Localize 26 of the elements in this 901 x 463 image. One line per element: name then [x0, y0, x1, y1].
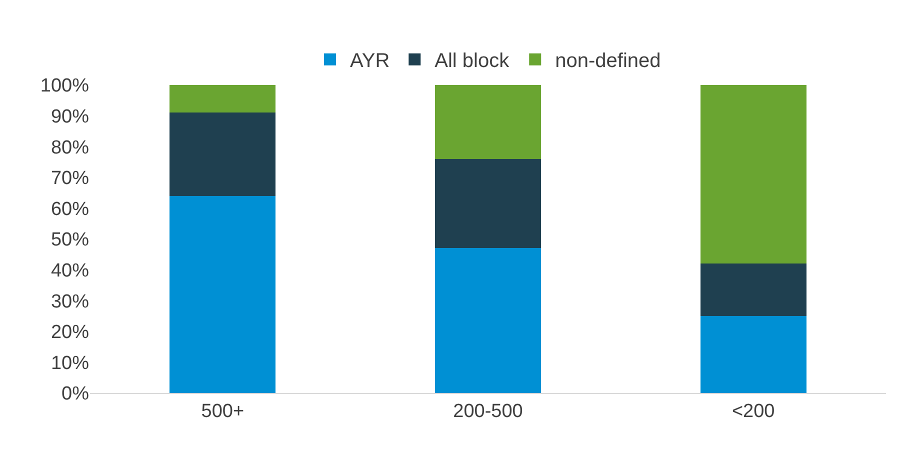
y-tick-label: 80%	[50, 137, 90, 158]
y-tick-label: 60%	[50, 198, 90, 220]
y-tick-label: 30%	[50, 291, 90, 312]
bar	[434, 158, 542, 248]
bar	[434, 85, 542, 159]
bar	[700, 85, 806, 264]
bar	[700, 264, 806, 316]
x-tick-label: 500+	[201, 400, 244, 422]
y-tick-label: 70%	[50, 168, 90, 190]
y-tick-label: 100%	[40, 76, 90, 97]
y-tick-label: 90%	[50, 106, 90, 128]
y-tick-label: 0%	[62, 384, 90, 405]
legend-label: All block	[434, 50, 510, 72]
x-tick-label: 200-500	[453, 400, 523, 422]
bar	[170, 85, 276, 113]
x-tick-label: <200	[732, 400, 775, 422]
bar	[700, 316, 806, 393]
y-tick-label: 40%	[50, 260, 90, 282]
y-tick-label: 20%	[50, 322, 90, 344]
y-tick-label: 10%	[50, 352, 90, 374]
legend-label: AYR	[350, 50, 390, 72]
bar	[170, 196, 276, 393]
y-tick-label: 50%	[50, 230, 90, 251]
bar	[434, 248, 542, 393]
legend-label: non-defined	[555, 50, 661, 72]
bar	[170, 112, 276, 196]
